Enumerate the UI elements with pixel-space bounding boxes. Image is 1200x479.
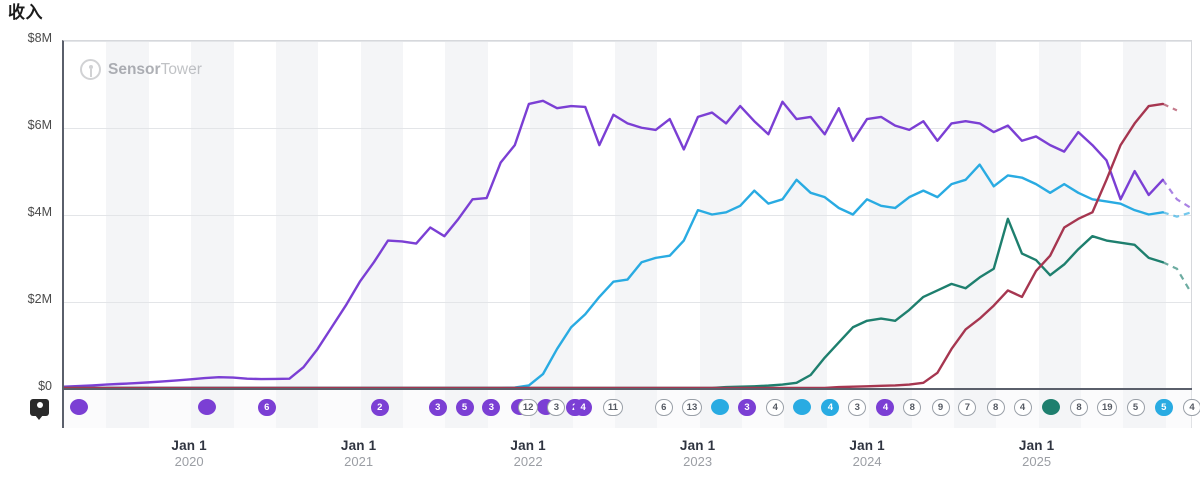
annotation-badge[interactable] [793, 399, 812, 415]
annotation-badge[interactable]: 12 [518, 399, 539, 416]
x-tick-year: 2022 [513, 454, 543, 469]
x-tick-year: 2023 [683, 454, 713, 469]
annotation-strip: 6235321234116133443489784819554641123813… [0, 390, 1200, 428]
x-tick-label: Jan 1 2023 [680, 438, 716, 469]
annotation-badge[interactable]: 4 [1013, 399, 1032, 416]
gridline [64, 128, 1191, 129]
year-bands [64, 41, 1191, 388]
zero-baseline [62, 388, 1192, 390]
year-band [530, 41, 573, 388]
gridlines [64, 41, 1191, 388]
series-purple-forecast [1163, 180, 1191, 213]
x-tick-day: Jan 1 [510, 438, 546, 453]
x-tick-day: Jan 1 [849, 438, 885, 453]
annotation-badge[interactable]: 8 [903, 399, 922, 416]
annotation-badge[interactable]: 4 [821, 399, 840, 416]
annotation-badge[interactable]: 4 [876, 399, 895, 416]
annotation-badge[interactable]: 3 [428, 399, 447, 416]
gridline [64, 302, 1191, 303]
annotation-badge[interactable]: 5 [1126, 399, 1145, 416]
year-band [360, 41, 403, 388]
year-band [445, 41, 488, 388]
year-band [106, 41, 149, 388]
annotation-badge[interactable] [1041, 399, 1060, 415]
y-tick-label: $4M [27, 205, 52, 219]
annotation-badge[interactable]: 6 [654, 399, 673, 416]
x-tick-day: Jan 1 [1018, 438, 1055, 453]
x-tick-label: Jan 1 2022 [510, 438, 546, 469]
annotation-badge[interactable]: 6 [257, 399, 276, 416]
annotation-badge[interactable]: 5 [1154, 399, 1173, 416]
x-tick-day: Jan 1 [340, 438, 377, 453]
annotation-badge[interactable]: 19 [1097, 399, 1118, 416]
x-axis: Jan 1 2020 Jan 1 2021 Jan 1 2022 Jan 1 2023 Jan … [62, 432, 1192, 479]
x-tick-label: Jan 1 2024 [849, 438, 885, 469]
year-band [869, 41, 912, 388]
year-band [1123, 41, 1166, 388]
annotation-badge[interactable]: 11 [602, 399, 623, 416]
annotation-badge[interactable]: 3 [482, 399, 501, 416]
year-band [614, 41, 658, 388]
gridline [64, 215, 1191, 216]
annotation-badge[interactable]: 2 [370, 399, 389, 416]
series-blue [64, 165, 1163, 388]
plot-area: SensorTower [62, 40, 1192, 388]
annotation-badge[interactable]: 3 [547, 399, 566, 416]
annotation-badge[interactable]: 3 [738, 399, 757, 416]
annotation-badges: 6235321234116133443489784819554641123813… [62, 390, 1200, 428]
series-teal-forecast [1163, 262, 1191, 292]
year-band [953, 41, 997, 388]
annotation-badge[interactable] [69, 399, 88, 415]
x-tick-day: Jan 1 [171, 438, 207, 453]
x-tick-year: 2024 [852, 454, 882, 469]
series-crimson [64, 104, 1163, 388]
annotation-badge[interactable]: 7 [958, 399, 977, 416]
annotation-badge[interactable]: 8 [1070, 399, 1088, 416]
year-band [191, 41, 234, 388]
year-band [699, 41, 742, 388]
x-tick-year: 2020 [174, 454, 204, 469]
x-tick-label: Jan 1 2021 [341, 438, 377, 469]
annotation-badge[interactable]: 8 [986, 399, 1005, 416]
annotation-badge[interactable]: 13 [681, 399, 702, 416]
annotation-badge[interactable]: 5 [455, 399, 474, 416]
year-band [106, 390, 149, 428]
series-crimson-forecast [1163, 104, 1177, 111]
series-blue-forecast [1163, 212, 1191, 216]
year-band [784, 41, 827, 388]
annotation-strip-background [62, 390, 1192, 428]
x-tick-label: Jan 1 2020 [171, 438, 207, 469]
year-band [275, 41, 319, 388]
year-band [275, 390, 319, 428]
x-tick-year: 2025 [1022, 454, 1052, 469]
series-teal [64, 219, 1163, 388]
x-tick-year: 2021 [344, 454, 374, 469]
y-tick-label: $6M [27, 118, 52, 132]
annotation-badge[interactable] [198, 399, 217, 415]
y-tick-label: $8M [27, 31, 52, 45]
x-tick-label: Jan 1 2025 [1019, 438, 1055, 469]
annotation-badge[interactable]: 9 [931, 399, 950, 416]
x-tick-day: Jan 1 [679, 438, 716, 453]
annotation-badge[interactable]: 4 [1183, 399, 1200, 416]
y-tick-label: $0 [38, 379, 52, 393]
y-axis: $8M $6M $4M $2M $0 [0, 31, 60, 393]
annotation-badge[interactable]: 3 [848, 399, 867, 416]
annotation-badge[interactable] [711, 399, 730, 415]
annotation-bubble-icon[interactable] [30, 399, 49, 420]
year-band [1038, 41, 1081, 388]
series-lines [64, 41, 1191, 388]
gridline [64, 41, 1191, 42]
page-title: 收入 [8, 3, 43, 22]
y-tick-label: $2M [27, 292, 52, 306]
annotation-badge[interactable]: 4 [574, 399, 593, 416]
series-purple [64, 101, 1163, 387]
annotation-badge[interactable]: 4 [766, 399, 785, 416]
